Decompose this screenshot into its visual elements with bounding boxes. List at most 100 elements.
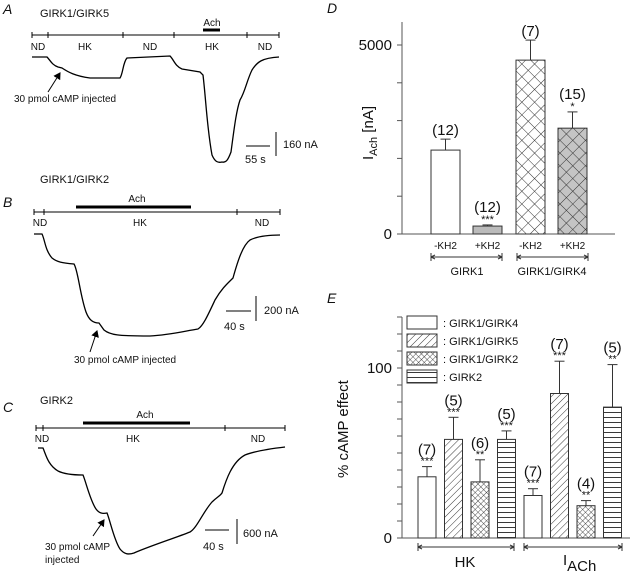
panel-a: A GIRK1/GIRK5 Ach ND HK ND HK ND 30 pmol…	[2, 1, 319, 166]
segment-label: ND	[143, 42, 157, 53]
significance-label: **	[476, 449, 485, 461]
significance-label: ***	[481, 214, 495, 226]
significance-label: ***	[527, 478, 541, 490]
category-label: -KH2	[434, 241, 457, 252]
segment-label: ND	[33, 218, 47, 229]
drug-label: Ach	[203, 18, 220, 29]
panel-title: GIRK2	[40, 395, 73, 407]
bar	[515, 59, 546, 235]
n-label: (7)	[524, 464, 542, 481]
scale-time-label: 55 s	[245, 154, 266, 166]
protocol-bar	[35, 425, 286, 431]
protocol-bar	[33, 209, 281, 215]
annotation: injected	[45, 555, 79, 566]
bar	[603, 406, 622, 539]
legend-label: : GIRK1/GIRK5	[443, 336, 518, 348]
panel-letter: B	[3, 194, 12, 210]
segment-label: ND	[258, 42, 272, 53]
group-bracket	[516, 253, 589, 261]
group-label: HK	[455, 554, 476, 571]
current-trace	[38, 446, 286, 555]
annotation: 30 pmol cAMP	[45, 542, 110, 553]
n-label: (4)	[577, 476, 595, 493]
significance-label: ***	[500, 420, 514, 432]
legend-swatch	[406, 315, 438, 330]
n-label: (7)	[418, 442, 436, 459]
bar	[472, 225, 503, 235]
significance-label: ***	[553, 350, 567, 362]
n-label: (12)	[432, 122, 459, 139]
group-label: GIRK1	[450, 266, 483, 278]
scale-bar	[246, 132, 277, 156]
segment-label: HK	[78, 42, 92, 53]
y-tick-label: 0	[384, 226, 392, 243]
scale-current-label: 200 nA	[264, 305, 300, 317]
legend-label: : GIRK2	[443, 372, 482, 384]
scale-time-label: 40 s	[224, 321, 245, 333]
bar	[470, 481, 490, 539]
group-label: IACh	[563, 552, 596, 574]
group-label: GIRK1/GIRK4	[517, 266, 586, 278]
scale-current-label: 160 nA	[283, 139, 319, 151]
segment-label: HK	[133, 218, 147, 229]
segment-label: HK	[205, 42, 219, 53]
arrow-icon	[92, 519, 105, 537]
group-bracket	[523, 543, 623, 551]
scale-current-label: 600 nA	[243, 528, 279, 540]
y-tick-label: 0	[384, 530, 392, 547]
y-axis-label: % cAMP effect	[335, 379, 352, 478]
n-label: (6)	[471, 435, 489, 452]
panel-title: GIRK1/GIRK5	[40, 8, 109, 20]
drug-label: Ach	[136, 410, 153, 421]
n-label: (7)	[521, 23, 539, 40]
current-trace	[34, 233, 281, 337]
arrow-icon	[47, 72, 61, 93]
category-label: +KH2	[560, 241, 586, 252]
bar	[430, 149, 461, 235]
n-label: (5)	[497, 406, 515, 423]
n-label: (12)	[474, 199, 501, 216]
significance-label: **	[582, 490, 591, 502]
legend-swatch	[406, 369, 438, 384]
segment-label: HK	[126, 434, 140, 445]
significance-label: *	[570, 101, 575, 113]
significance-label: ***	[447, 406, 461, 418]
scale-time-label: 40 s	[203, 541, 224, 553]
category-label: +KH2	[475, 241, 501, 252]
n-label: (7)	[550, 336, 568, 353]
annotation: 30 pmol cAMP injected	[74, 355, 176, 366]
scale-bar	[226, 296, 257, 321]
legend-label: : GIRK1/GIRK2	[443, 354, 518, 366]
y-axis-label: IAch [nA]	[360, 106, 380, 160]
legend-swatch	[406, 351, 438, 366]
category-label: -KH2	[519, 241, 542, 252]
n-label: (15)	[559, 86, 586, 103]
bar	[417, 476, 437, 539]
bar	[576, 505, 596, 539]
bar	[523, 495, 543, 539]
group-bracket	[430, 253, 503, 261]
panel-letter: A	[2, 1, 12, 17]
annotation: 30 pmol cAMP injected	[14, 94, 116, 105]
y-tick-label: 5000	[359, 37, 392, 54]
segment-label: ND	[31, 42, 45, 53]
drug-label: Ach	[128, 194, 145, 205]
group-bracket	[417, 543, 515, 551]
panel-letter: C	[3, 399, 14, 415]
current-trace	[32, 55, 280, 163]
panel-c: GIRK2 C Ach ND HK ND 30 pmol cAMP inject…	[3, 395, 286, 566]
panel-d-bar-chart: D IAch [nA] 05000(12)-KH2***(12)+KH2(7)-…	[327, 0, 615, 278]
n-label: (5)	[444, 392, 462, 409]
legend-label: : GIRK1/GIRK4	[443, 318, 518, 330]
bar	[557, 127, 588, 235]
legend-swatch	[406, 333, 438, 348]
significance-label: ***	[421, 456, 435, 468]
segment-label: ND	[255, 218, 269, 229]
protocol-bar	[31, 32, 280, 38]
bar	[444, 438, 463, 539]
bar	[550, 393, 569, 539]
bar	[497, 438, 516, 539]
